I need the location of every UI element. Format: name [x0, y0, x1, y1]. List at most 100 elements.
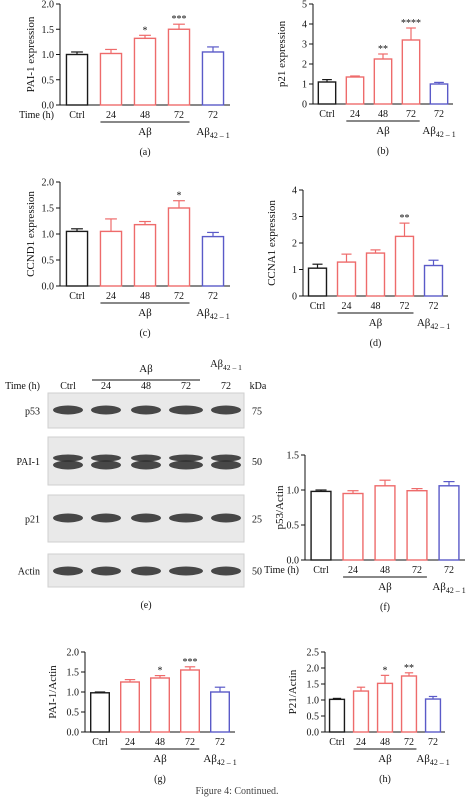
bar — [342, 492, 364, 561]
y-tick-label: 1.0 — [42, 50, 55, 61]
blot-lane-label: 24 — [101, 381, 111, 392]
significance-label: *** — [183, 657, 198, 668]
x-tick-label: 48 — [380, 565, 390, 576]
blot-band — [169, 460, 203, 470]
blot-band — [91, 513, 121, 523]
x-tick-label: 24 — [350, 109, 360, 120]
y-tick-label: 0.5 — [307, 712, 320, 723]
y-tick-label: 1.5 — [42, 204, 55, 215]
x-tick-label: 72 — [434, 109, 444, 120]
reverse-peptide-label: Aβ42 – 1 — [203, 753, 236, 767]
blot-band — [131, 405, 161, 415]
blot-lane-label: 48 — [141, 381, 151, 392]
group-label: Aβ — [138, 126, 152, 138]
y-tick-label: 0.5 — [42, 256, 55, 267]
x-tick-label: 24 — [348, 565, 358, 576]
x-tick-label: 48 — [378, 109, 388, 120]
western-blot: Aβ Aβ42 – 1 Time (h) Ctrl 24 48 72 72 kDa p53 75 PA… — [5, 359, 267, 611]
bar — [429, 83, 449, 105]
x-tick-label: 72 — [174, 110, 184, 121]
group-label: Aβ — [376, 125, 390, 137]
y-tick-label: 4 — [292, 186, 297, 197]
panel-label: (g) — [154, 774, 166, 785]
blot-band — [53, 454, 83, 462]
blot-band — [131, 460, 161, 470]
bar — [406, 490, 428, 561]
y-tick-label: 2.5 — [307, 648, 320, 659]
y-tick-label: 0.0 — [307, 728, 320, 739]
bar — [400, 675, 418, 733]
bar — [167, 207, 191, 287]
bar — [401, 39, 421, 105]
x-tick-label: 72 — [412, 565, 422, 576]
blot-band — [131, 513, 161, 523]
significance-label: * — [177, 191, 182, 202]
blot-band — [211, 460, 241, 470]
chart-panel-c: 0.0 0.5 1.0 1.5 2.0 CCND1 expression * Ctrl 24 48… — [25, 178, 230, 339]
bar — [201, 235, 225, 287]
panel-label: (b) — [377, 146, 389, 157]
blot-band — [91, 454, 121, 462]
significance-label: **** — [401, 18, 421, 29]
blot-kda-header: kDa — [250, 381, 267, 392]
blot-row-pai1: PAI-1 50 — [16, 436, 262, 486]
significance-label: *** — [172, 14, 187, 25]
bar — [133, 37, 157, 106]
significance-label: ** — [404, 663, 414, 674]
y-tick-label: 1.0 — [307, 696, 320, 707]
blot-group-label: Aβ — [139, 363, 153, 375]
blot-kda-marker: 50 — [252, 567, 262, 578]
reverse-peptide-label: Aβ42 – 1 — [422, 125, 455, 139]
bar — [65, 53, 89, 106]
significance-label: * — [383, 665, 388, 676]
y-tick-label: 0 — [302, 100, 307, 111]
y-tick-label: 0.5 — [287, 521, 300, 532]
significance-label: ** — [378, 44, 388, 55]
x-tick-label: 72 — [208, 110, 218, 121]
panel-label: (a) — [139, 147, 150, 158]
panel-label: (f) — [380, 602, 390, 613]
panel-label: (d) — [370, 338, 382, 349]
y-tick-label: 0.5 — [67, 708, 80, 719]
group-label: Aβ — [378, 753, 392, 765]
blot-band — [169, 513, 203, 523]
y-tick-label: 5 — [302, 0, 307, 11]
y-tick-label: 4 — [302, 20, 307, 31]
blot-band — [211, 566, 241, 576]
y-axis-label: PAI-1 expression — [25, 16, 37, 92]
bar — [209, 691, 230, 733]
figure-caption: Figure 4: Continued. — [195, 786, 279, 797]
bar — [374, 485, 396, 561]
blot-band — [211, 454, 241, 462]
y-tick-label: 3 — [292, 212, 297, 223]
blot-band — [169, 454, 203, 462]
x-tick-label: 72 — [215, 737, 225, 748]
bar — [336, 261, 357, 297]
reverse-peptide-label: Aβ42 – 1 — [417, 317, 450, 331]
chart-panel-d: 0 1 2 3 4 CCNA1 expression ** Ctrl 24 48 72 72 Aβ Aβ4… — [266, 186, 450, 350]
x-tick-label: 48 — [371, 301, 381, 312]
bar — [376, 682, 394, 733]
x-tick-label: 24 — [106, 110, 116, 121]
x-tick-label: 24 — [342, 301, 352, 312]
bar — [201, 51, 225, 106]
reverse-peptide-label: Aβ42 – 1 — [416, 753, 449, 767]
x-tick-label: 72 — [404, 737, 414, 748]
panel-label: (c) — [139, 328, 150, 339]
x-tick-label: 48 — [140, 110, 150, 121]
bar — [99, 230, 123, 287]
bar — [179, 669, 200, 733]
x-tick-label: 72 — [174, 291, 184, 302]
bar — [167, 28, 191, 106]
bar — [423, 264, 444, 297]
bar — [328, 698, 346, 733]
blot-band — [131, 454, 161, 462]
blot-row-label: p53 — [25, 407, 40, 418]
group-label: Aβ — [153, 753, 167, 765]
chart-panel-f: 0.0 0.5 1.0 1.5 p53/Actin Ctrl 24 48 72 72 Time (h… — [264, 451, 466, 614]
x-tick-label: 72 — [185, 737, 195, 748]
x-tick-label: 72 — [208, 291, 218, 302]
y-tick-label: 2.0 — [42, 0, 55, 11]
